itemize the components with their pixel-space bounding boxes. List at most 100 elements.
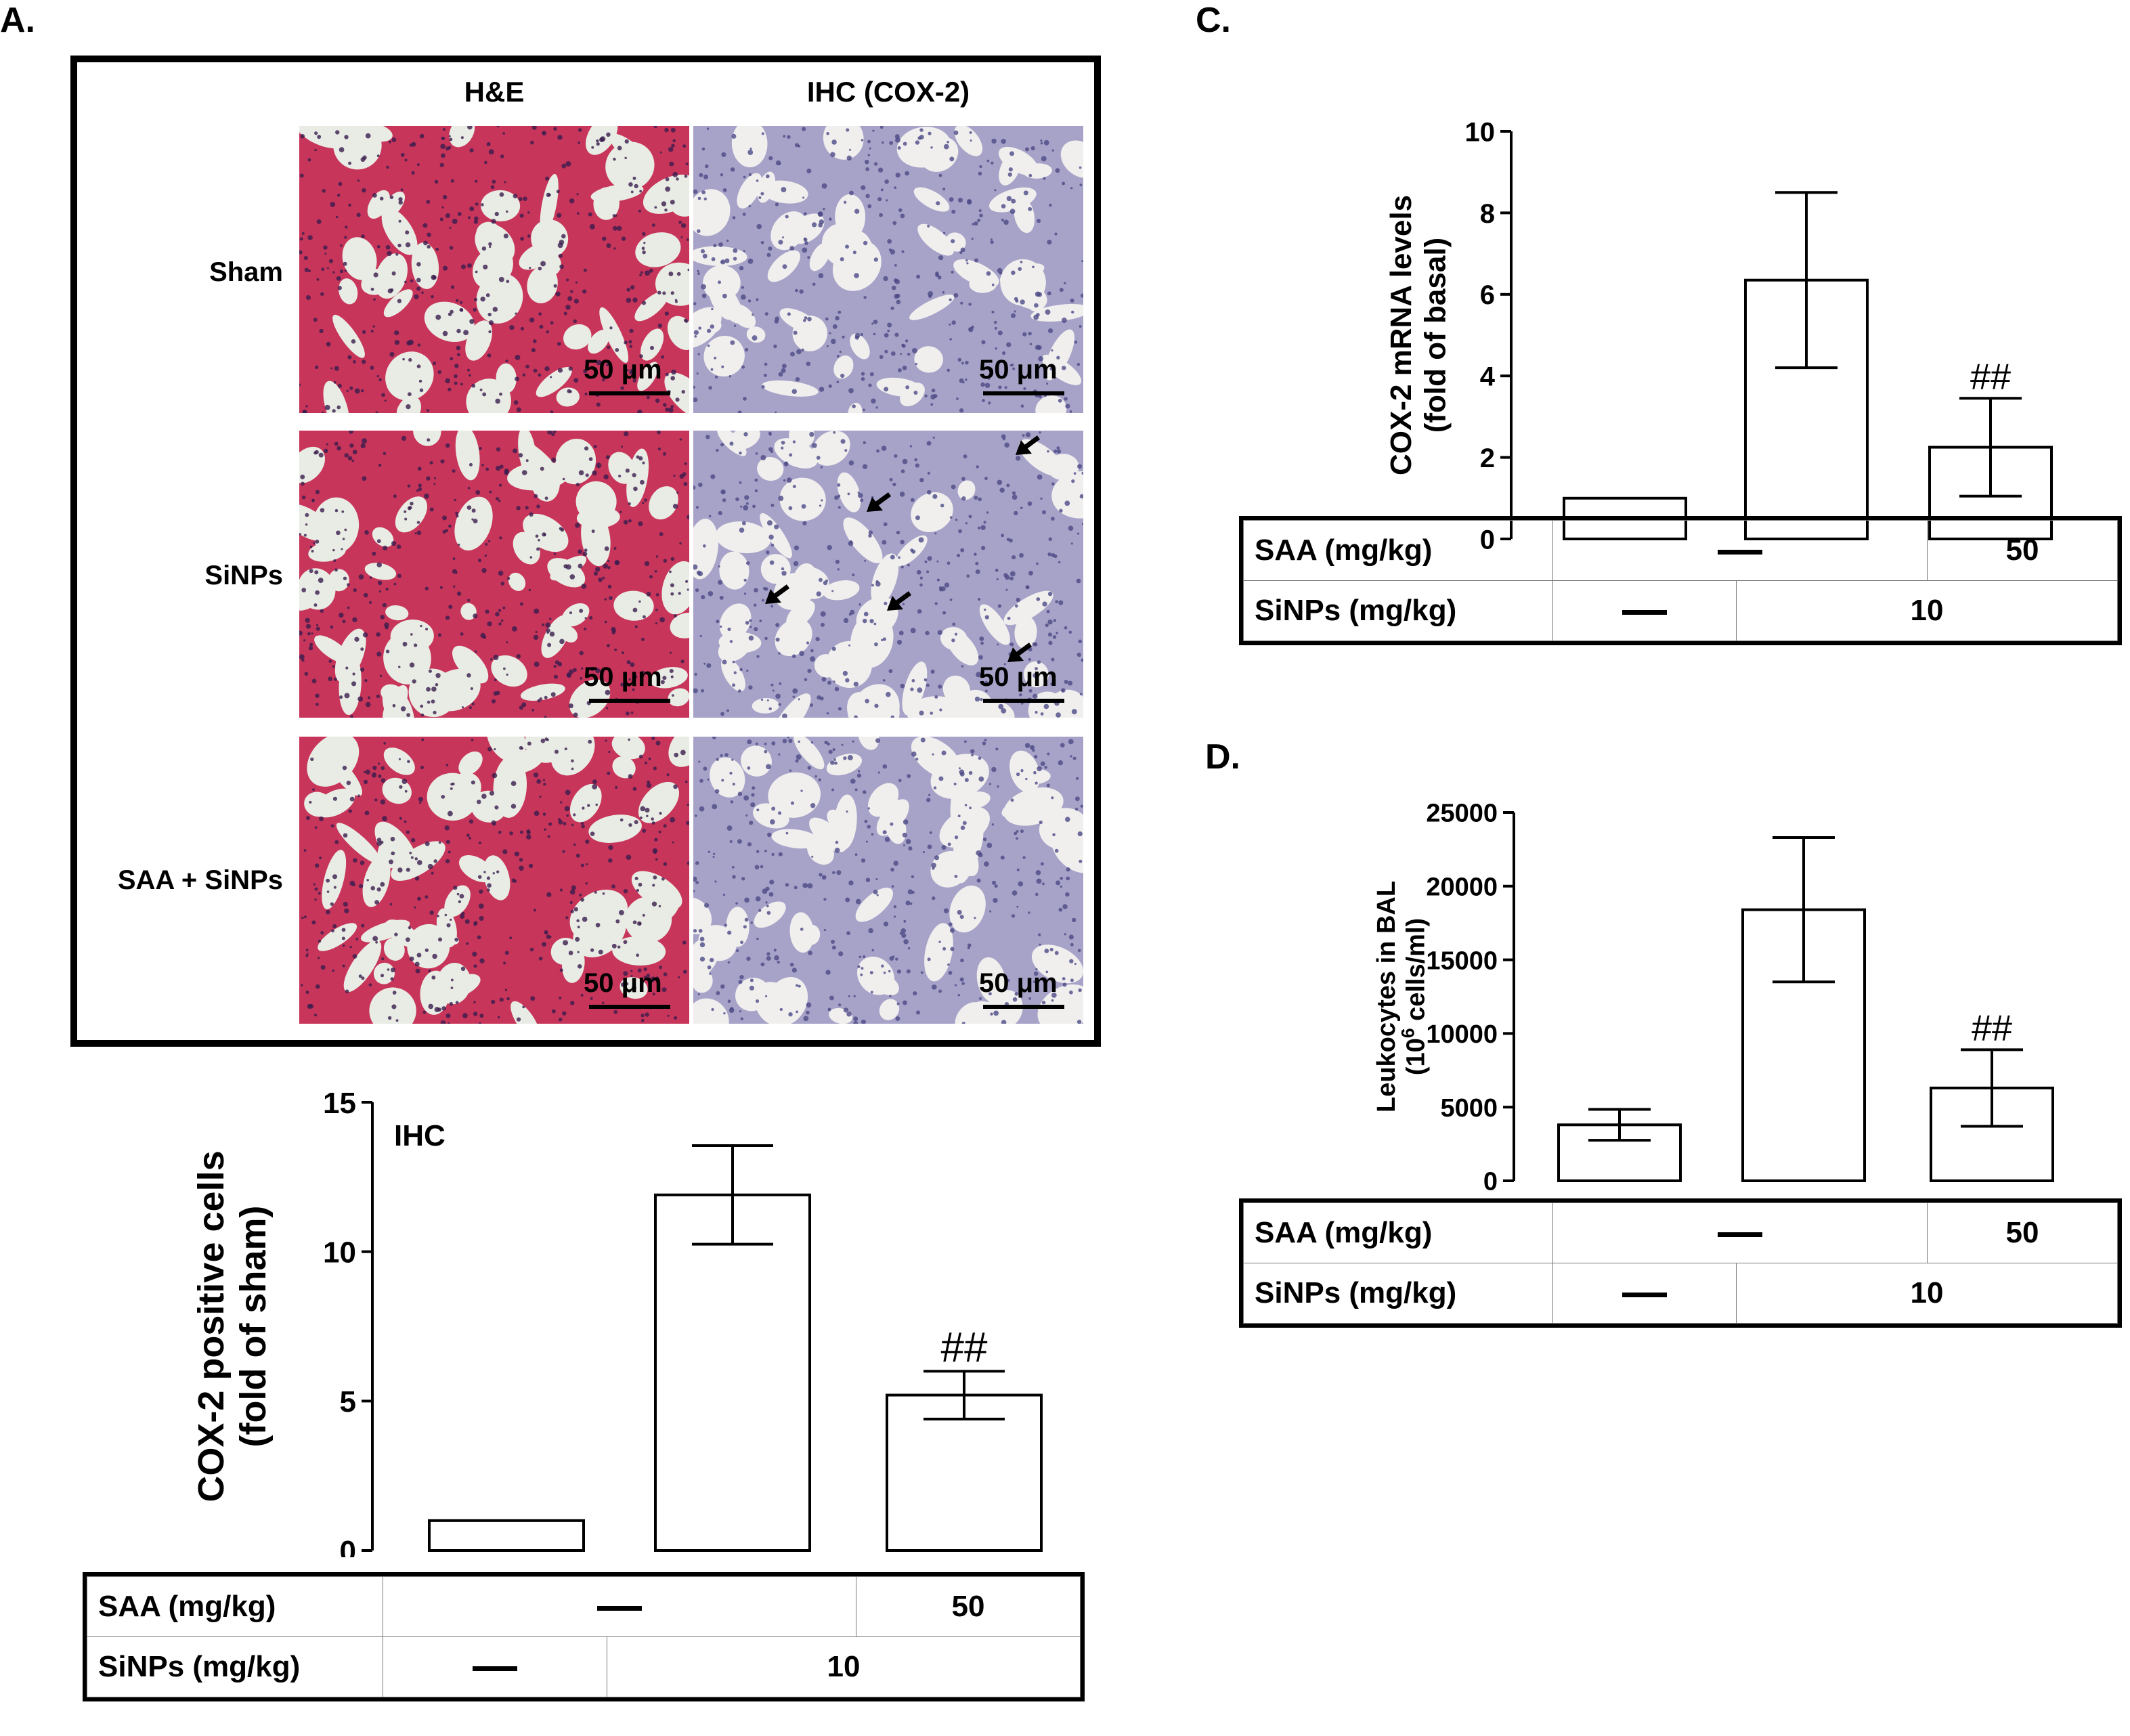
cell-nucleus (695, 506, 699, 509)
cell-nucleus (457, 212, 462, 217)
cell-nucleus (1009, 209, 1016, 215)
cell-nucleus (743, 250, 745, 253)
micrograph-ihc-sham (693, 126, 1083, 413)
cell-nucleus (620, 682, 624, 687)
cell-nucleus (609, 596, 613, 601)
cell-nucleus (425, 948, 429, 953)
cell-nucleus (580, 676, 583, 680)
cell-nucleus (628, 182, 633, 187)
cell-nucleus (760, 698, 764, 701)
cell-nucleus (355, 938, 359, 940)
cell-nucleus (397, 573, 401, 578)
cell-nucleus (840, 373, 845, 378)
cell-nucleus (611, 884, 616, 889)
cell-nucleus (485, 609, 490, 614)
cell-nucleus (827, 680, 832, 685)
cell-nucleus (628, 738, 630, 741)
alveolar-space (611, 737, 645, 760)
cell-nucleus (399, 817, 402, 820)
cell-nucleus (924, 560, 928, 563)
cell-nucleus (896, 1002, 900, 1005)
cell-nucleus (530, 996, 536, 1001)
cell-nucleus (693, 929, 697, 933)
cell-nucleus (781, 187, 787, 193)
cell-nucleus (721, 152, 726, 157)
alveolar-space (506, 749, 529, 776)
cell-nucleus (340, 244, 343, 247)
cell-nucleus (1077, 464, 1083, 469)
cell-nucleus (420, 765, 425, 770)
cell-nucleus (581, 667, 584, 670)
cell-nucleus (746, 956, 751, 961)
alveolar-space (907, 696, 967, 718)
cell-nucleus (605, 689, 611, 695)
cell-nucleus (760, 865, 764, 869)
cell-nucleus (699, 173, 703, 177)
y-axis-label: Leukocytes in BAL(106 cells/ml) (1372, 881, 1431, 1112)
cell-nucleus (1078, 988, 1082, 993)
alveolar-space (902, 661, 928, 716)
cell-nucleus (769, 560, 775, 565)
cell-nucleus (768, 156, 773, 160)
alveolar-space (719, 551, 749, 590)
cell-nucleus (988, 992, 992, 996)
cell-nucleus (747, 842, 752, 847)
cell-nucleus (701, 190, 706, 195)
cell-nucleus (565, 789, 571, 796)
alveolar-space (703, 335, 745, 377)
cell-nucleus (894, 134, 900, 139)
cell-nucleus (347, 355, 352, 360)
cell-nucleus (701, 689, 705, 693)
cell-nucleus (460, 913, 465, 919)
cell-nucleus (423, 240, 428, 246)
cell-nucleus (519, 706, 523, 710)
cell-nucleus (570, 290, 573, 293)
cell-nucleus (875, 406, 878, 409)
cell-nucleus (426, 409, 430, 412)
cell-nucleus (638, 209, 641, 213)
cell-nucleus (330, 202, 336, 207)
cell-nucleus (867, 139, 871, 144)
cell-nucleus (1014, 511, 1018, 516)
cell-nucleus (308, 269, 311, 273)
cell-nucleus (594, 890, 597, 894)
cell-nucleus (551, 457, 557, 463)
alveolar-space (668, 737, 689, 767)
cell-nucleus (529, 947, 534, 952)
cell-nucleus (824, 740, 828, 745)
cell-nucleus (1006, 196, 1012, 202)
cell-nucleus (687, 515, 689, 520)
cell-nucleus (553, 664, 557, 668)
cell-nucleus (919, 128, 923, 132)
cell-nucleus (343, 261, 347, 266)
cell-nucleus (450, 787, 453, 790)
cell-nucleus (782, 264, 787, 269)
cell-nucleus (836, 354, 840, 358)
cell-nucleus (441, 137, 443, 139)
cell-nucleus (911, 348, 917, 353)
cell-nucleus (862, 618, 867, 624)
cell-nucleus (926, 570, 930, 573)
cell-nucleus (759, 620, 762, 622)
alveolar-space (667, 316, 689, 350)
cell-nucleus (506, 577, 510, 580)
cell-nucleus (884, 179, 889, 184)
cell-nucleus (854, 853, 858, 856)
cell-nucleus (360, 443, 366, 449)
cell-nucleus (1078, 639, 1083, 644)
cell-nucleus (727, 627, 731, 632)
cell-nucleus (547, 431, 552, 435)
cell-nucleus (324, 404, 330, 410)
cell-nucleus (902, 832, 907, 838)
alveolar-space (556, 387, 580, 407)
cell-nucleus (565, 305, 571, 310)
cell-nucleus (743, 397, 747, 401)
cell-nucleus (379, 196, 384, 201)
cell-nucleus (741, 365, 745, 369)
cell-nucleus (457, 543, 460, 546)
cell-nucleus (1034, 754, 1038, 759)
cell-nucleus (756, 223, 762, 230)
cell-nucleus (931, 984, 937, 990)
cell-nucleus (658, 905, 661, 908)
cell-nucleus (796, 754, 802, 760)
